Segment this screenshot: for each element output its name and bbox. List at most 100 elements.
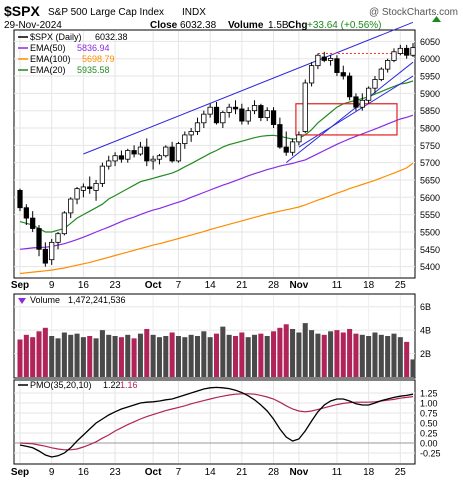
candle [359,93,365,111]
price-tick-label: 5600 [420,193,440,203]
candle-body [283,146,289,153]
volume-bar [36,331,42,377]
candle-body [23,207,29,219]
pmo-tick-label: 0.50 [420,419,438,429]
volume-tick-label: 4B [420,326,431,336]
date-tick-label: 18 [363,467,375,478]
candle [385,58,391,73]
candle [80,183,87,198]
date-tick-label: 28 [268,280,280,291]
price-tick-label: 5400 [420,262,440,272]
candle-body [55,233,61,243]
volume-bar [340,332,346,377]
candle-body [17,189,23,209]
pmo-lines [19,386,414,458]
volume-marker-icon [18,298,26,304]
candle [251,100,258,115]
candle [30,211,36,232]
candle [137,141,144,156]
volume-bar [366,336,372,377]
date-tick-label: 23 [110,467,122,478]
volume-bar [283,324,289,377]
pmo-tick-label: 1.25 [420,389,438,399]
volume-bar [391,333,397,377]
price-tick-label: 6000 [420,54,440,64]
legend-price-label: $SPX (Daily) [30,32,82,42]
candles [17,43,416,267]
date-tick-label: 11 [332,280,343,291]
date-tick-label: Oct [145,280,162,291]
volume-bar [271,331,277,377]
volume-bar [213,333,220,377]
candle [346,72,353,101]
candle-body [366,87,372,101]
candle-body [353,96,359,108]
volume-bar [144,328,150,377]
date-tick-label: 14 [205,467,217,478]
candle-body [99,165,106,184]
candle-body [175,143,182,162]
volume-bar [61,332,67,377]
chart-overlays [83,21,414,164]
candle-body [277,124,283,148]
pmo-tick-label: 0.25 [420,429,438,439]
volume-bar [372,332,378,377]
candle-body [334,58,340,73]
candle [353,93,359,111]
volume-bar [353,333,359,377]
volume-bar [125,334,131,377]
candle-body [315,54,321,67]
date-tick-label: 11 [332,467,343,478]
date-tick-label: 16 [78,467,90,478]
candle [264,107,270,122]
pmo-panel [13,379,416,465]
volume-bar [23,334,29,377]
candle [289,138,296,156]
candle [17,188,23,212]
candle [112,152,118,167]
candle [131,145,137,158]
change-value: +33.64 (+0.56%) [307,20,382,31]
volume-bar [239,332,245,377]
volume-bar [194,336,201,377]
volume-bar [80,337,86,377]
candle [163,145,169,158]
candle-body [308,65,315,84]
candle [175,141,182,163]
legend-ema100-value: 5698.79 [82,54,115,64]
volume-bar [112,336,118,377]
date-tick-label: Nov [289,467,308,478]
candle [226,103,232,118]
candle [23,204,29,226]
candle-body [156,155,163,160]
header-exchange: INDX [182,7,206,18]
volume-bar [93,338,99,377]
volume-axis: 2B 4B 6B [420,302,431,359]
volume-bar [182,337,188,377]
price-tick-label: 5850 [420,106,440,116]
volume-bar [30,337,36,377]
trendline [285,61,414,164]
volume-bar [68,334,74,377]
candle [201,110,207,129]
pmo-legend-label: PMO(35,20,10) [30,380,92,390]
candle [188,128,194,142]
pmo-tick-label: 0.75 [420,409,438,419]
volume-bar [309,330,315,377]
ema20-line [19,80,414,233]
candle [308,62,315,87]
volume-bar [163,336,169,377]
price-tick-label: 5900 [420,89,440,99]
candle [410,43,416,57]
date-tick-label: 14 [205,280,217,291]
candle-body [239,108,245,122]
candle [61,211,67,236]
candle [334,55,340,77]
volume-bar [220,326,226,377]
pmo-legend-value1: 1.22 [103,380,121,390]
volume-bar [264,336,270,377]
candle [404,44,410,59]
date-tick-label: 9 [49,280,55,291]
candle-body [201,113,207,124]
date-tick-label: 7 [176,280,182,291]
